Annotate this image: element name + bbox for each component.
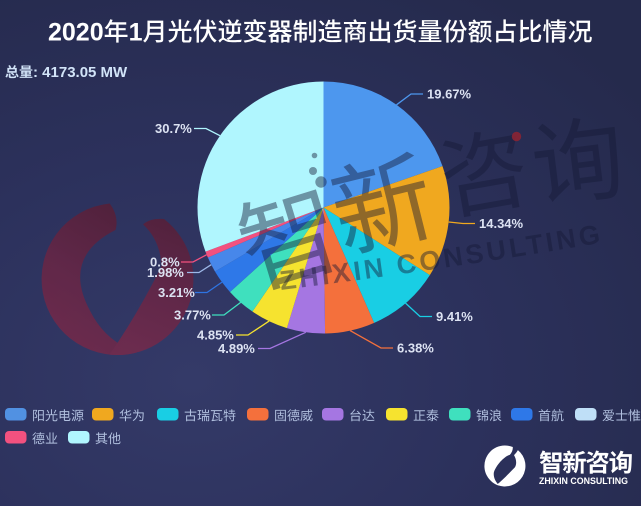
svg-text:1.98%: 1.98%: [147, 265, 184, 280]
svg-text:3.77%: 3.77%: [174, 308, 211, 323]
svg-text:4.89%: 4.89%: [218, 341, 255, 356]
svg-text:19.67%: 19.67%: [427, 87, 472, 102]
svg-text:0.8%: 0.8%: [150, 255, 180, 270]
svg-text:14.34%: 14.34%: [479, 216, 524, 231]
svg-text:4.85%: 4.85%: [197, 328, 234, 343]
svg-text:30.7%: 30.7%: [155, 121, 192, 136]
svg-text:3.21%: 3.21%: [158, 285, 195, 300]
svg-text:9.41%: 9.41%: [436, 309, 473, 324]
svg-text:ZHIXIN CONSULTING: ZHIXIN CONSULTING: [539, 476, 628, 486]
svg-text:6.38%: 6.38%: [397, 341, 434, 356]
svg-text:1: 1: [129, 19, 143, 47]
svg-text:: 4173.05 MW: : 4173.05 MW: [33, 64, 128, 81]
svg-text:2020: 2020: [48, 19, 104, 47]
